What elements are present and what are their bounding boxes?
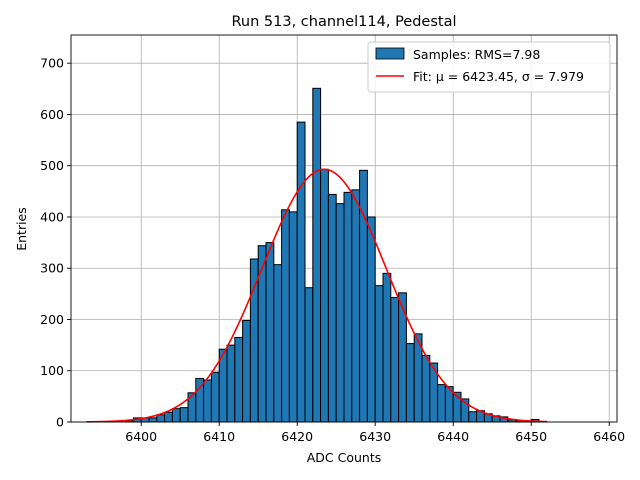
histogram-bar xyxy=(234,336,244,423)
y-tick-label: 500 xyxy=(40,158,64,173)
histogram-bar xyxy=(405,343,415,423)
histogram-bar xyxy=(249,258,259,423)
histogram-bar xyxy=(374,285,384,423)
histogram-bar xyxy=(390,296,400,423)
legend-histogram-label: Samples: RMS=7.98 xyxy=(413,47,540,62)
plot-frame xyxy=(70,34,618,423)
histogram-bar xyxy=(226,344,236,423)
x-axis-ticks: 6400 6410 6420 6430 6440 6450 6460 xyxy=(125,422,625,444)
x-tick-label: 6420 xyxy=(281,429,313,444)
x-tick-label: 6410 xyxy=(203,429,235,444)
x-tick-label: 6430 xyxy=(359,429,391,444)
legend-box xyxy=(367,41,611,93)
histogram-bar xyxy=(265,242,275,423)
histogram-bar xyxy=(179,407,189,423)
legend-histogram-swatch xyxy=(375,47,405,60)
histogram-bar xyxy=(281,209,290,423)
fit-curve xyxy=(86,168,547,423)
histogram-bar xyxy=(366,216,376,423)
legend-fit-label: Fit: μ = 6423.45, σ = 7.979 xyxy=(413,69,584,84)
x-tick-label: 6440 xyxy=(437,429,469,444)
histogram-bar xyxy=(171,408,181,423)
y-tick-label: 100 xyxy=(40,363,64,378)
histogram-bar xyxy=(382,272,392,423)
histogram-bar xyxy=(343,191,353,423)
histogram-bar xyxy=(156,414,166,423)
y-tick-label: 0 xyxy=(56,415,64,430)
histogram-bar xyxy=(203,379,212,423)
y-tick-label: 300 xyxy=(40,261,64,276)
histogram-bar xyxy=(327,193,337,423)
histogram-bar xyxy=(257,245,267,423)
x-axis-label: ADC Counts xyxy=(307,450,382,465)
chart-title: Run 513, channel114, Pedestal xyxy=(231,14,456,30)
histogram-bar xyxy=(468,411,478,423)
y-axis-label: Entries xyxy=(14,207,29,251)
x-tick-label: 6400 xyxy=(125,429,157,444)
histogram-bar xyxy=(273,264,283,423)
histogram-bar xyxy=(421,354,431,423)
histogram-bar xyxy=(312,87,322,423)
histogram-bar xyxy=(351,189,361,423)
x-tick-label: 6450 xyxy=(515,429,547,444)
histogram-bar xyxy=(304,287,314,423)
histogram-bar xyxy=(335,203,345,423)
y-tick-label: 600 xyxy=(40,107,64,122)
y-tick-label: 700 xyxy=(40,56,64,71)
histogram-bar xyxy=(148,417,158,423)
histogram-bar xyxy=(288,211,298,423)
histogram-bar xyxy=(437,384,446,423)
histogram-bar xyxy=(210,371,220,423)
histogram-bar xyxy=(296,121,306,423)
y-axis-ticks: 0 100 200 300 400 500 600 700 xyxy=(40,56,71,430)
histogram-bar xyxy=(320,168,329,423)
histogram-bar xyxy=(242,320,251,423)
x-tick-label: 6460 xyxy=(593,429,625,444)
y-tick-label: 200 xyxy=(40,312,64,327)
y-tick-label: 400 xyxy=(40,209,64,224)
histogram-bar xyxy=(164,411,173,423)
legend: Samples: RMS=7.98 Fit: μ = 6423.45, σ = … xyxy=(367,41,611,93)
